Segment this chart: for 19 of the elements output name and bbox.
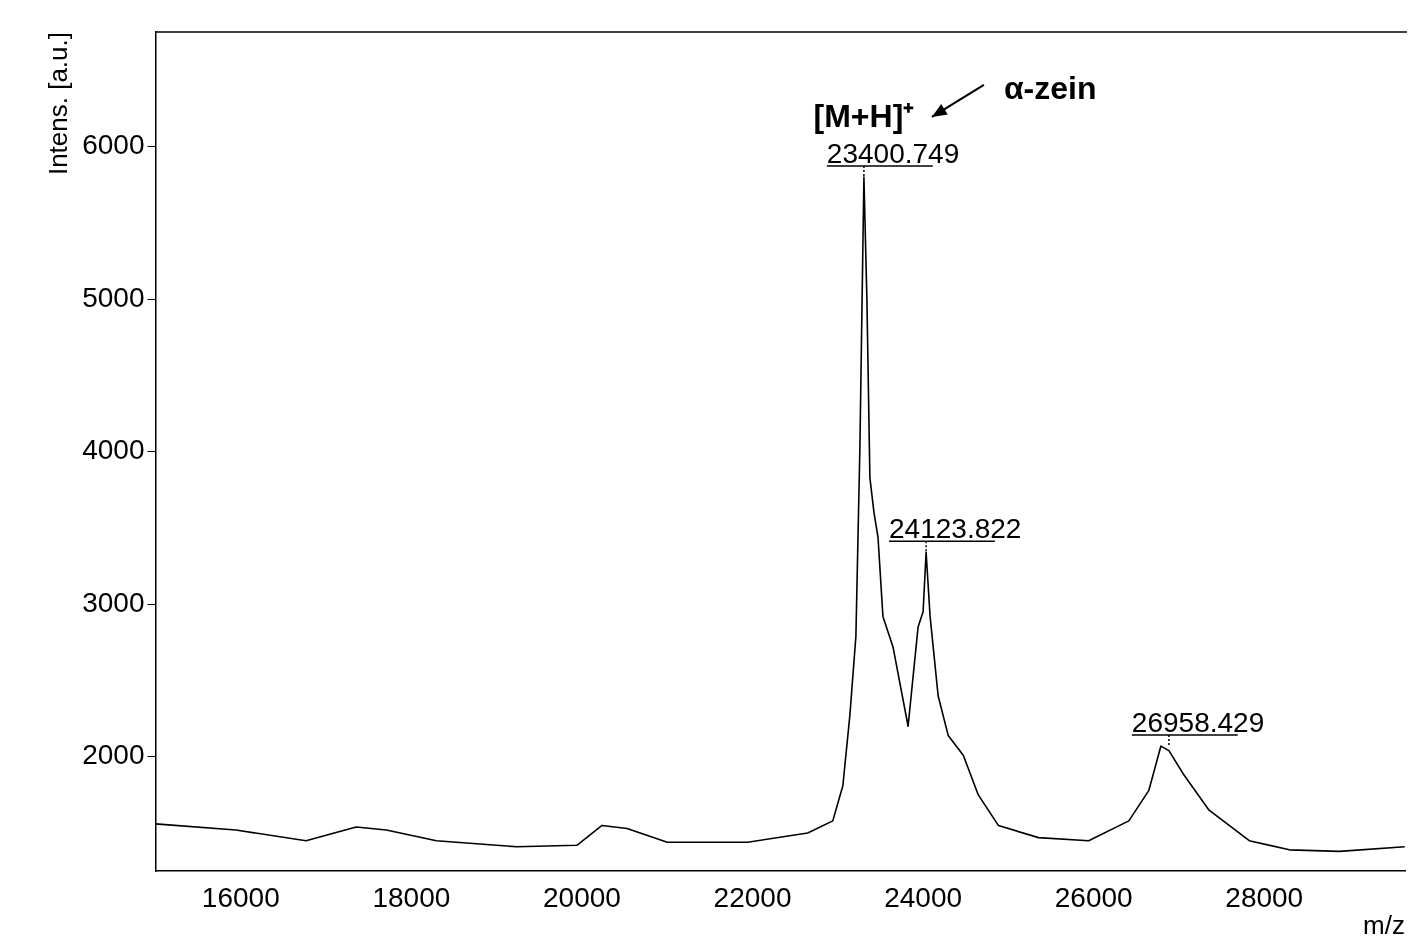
y-tick-label: 4000 (82, 434, 145, 466)
y-tick-label: 3000 (82, 586, 145, 618)
annotation: 26958.429 (1131, 707, 1265, 739)
annotation: 23400.749 (826, 137, 960, 169)
x-axis-title: m/z (1363, 909, 1405, 940)
y-tick-label: 6000 (82, 129, 145, 161)
x-tick-label: 20000 (543, 881, 621, 913)
y-axis-title: Intens. [a.u.] (42, 32, 73, 176)
x-tick-label: 24000 (884, 881, 963, 913)
x-tick-label: 16000 (201, 881, 280, 913)
x-tick-label: 28000 (1225, 881, 1304, 913)
y-tick-label: 5000 (82, 281, 145, 313)
annotation: [M+H]⁺ (813, 97, 915, 134)
y-tick-label: 2000 (82, 739, 145, 771)
x-tick-label: 18000 (372, 881, 451, 913)
x-tick-label: 22000 (713, 881, 792, 913)
x-tick-label: 26000 (1054, 881, 1133, 913)
annotation: α-zein (1003, 69, 1097, 106)
annotation: 24123.822 (889, 513, 1022, 545)
